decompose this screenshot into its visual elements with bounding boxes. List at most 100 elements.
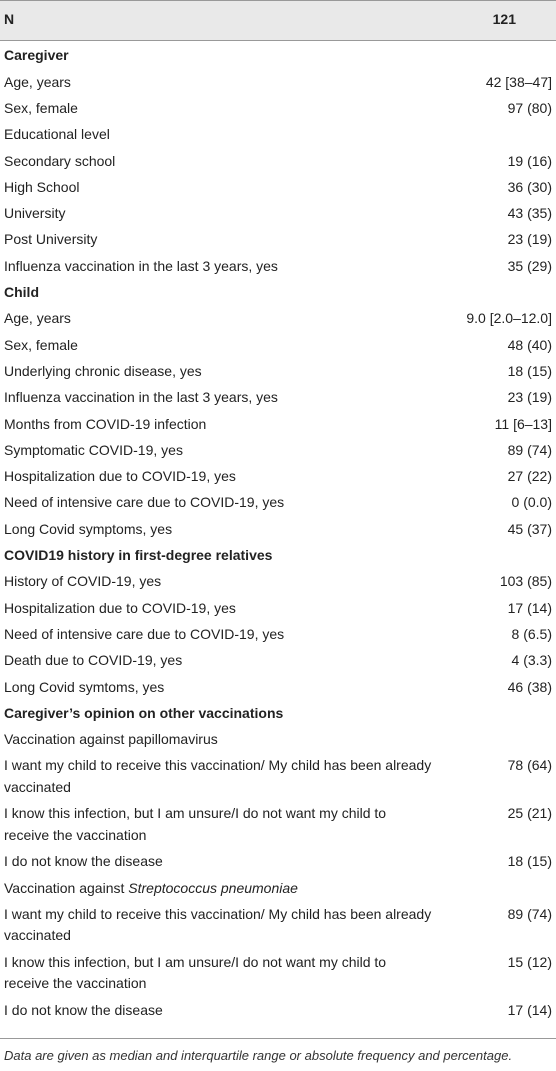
header-row: N 121 xyxy=(0,8,556,32)
table-row: Need of intensive care due to COVID-19, … xyxy=(0,622,556,648)
table-row: Underlying chronic disease, yes 18 (15) xyxy=(0,359,556,385)
row-value: 89 (74) xyxy=(507,905,552,922)
row-label: Symptomatic COVID-19, yes xyxy=(4,441,183,458)
row-value: 15 (12) xyxy=(507,953,552,970)
row-label: Age, years xyxy=(4,73,71,90)
section-title: COVID19 history in first-degree relative… xyxy=(4,547,273,564)
table-row: Age, years 9.0 [2.0–12.0] xyxy=(0,306,556,332)
row-label: I want my child to receive this vaccinat… xyxy=(4,757,432,795)
table-footnote: Data are given as median and interquarti… xyxy=(4,1048,513,1063)
header-rule xyxy=(0,40,556,41)
table-row: History of COVID-19, yes 103 (85) xyxy=(0,569,556,595)
table-row: Death due to COVID-19, yes 4 (3.3) xyxy=(0,648,556,674)
row-label: History of COVID-19, yes xyxy=(4,573,162,590)
row-label: I do not know the disease xyxy=(4,1002,163,1019)
table-row: I want my child to receive this vaccinat… xyxy=(0,753,556,801)
table-row: Sex, female 97 (80) xyxy=(0,96,556,122)
table-row: Influenza vaccination in the last 3 year… xyxy=(0,253,556,279)
row-label: Underlying chronic disease, yes xyxy=(4,362,202,379)
section-header-row: Child xyxy=(0,280,556,306)
row-label: Hospitalization due to COVID-19, yes xyxy=(4,599,236,616)
table-row: Long Covid symtoms, yes 46 (38) xyxy=(0,674,556,700)
row-label: Age, years xyxy=(4,310,71,327)
table-row: I want my child to receive this vaccinat… xyxy=(0,902,556,950)
row-label: Hospitalization due to COVID-19, yes xyxy=(4,468,236,485)
table-row: Vaccination against Streptococcus pneumo… xyxy=(0,875,556,901)
table-row: Need of intensive care due to COVID-19, … xyxy=(0,490,556,516)
row-value: 27 (22) xyxy=(507,468,552,485)
table-row: High School 36 (30) xyxy=(0,175,556,201)
row-value: 11 [6–13] xyxy=(494,415,552,432)
row-value: 97 (80) xyxy=(507,99,552,116)
table-row: Hospitalization due to COVID-19, yes 27 (… xyxy=(0,464,556,490)
row-label: I know this infection, but I am unsure/I… xyxy=(4,805,387,843)
row-label: Long Covid symtoms, yes xyxy=(4,678,165,695)
section-header-row: Caregiver xyxy=(0,43,556,69)
row-value: 17 (14) xyxy=(507,599,552,616)
row-label: Months from COVID-19 infection xyxy=(4,415,207,432)
row-label: Influenza vaccination in the last 3 year… xyxy=(4,389,278,406)
row-value: 9.0 [2.0–12.0] xyxy=(466,310,552,327)
row-value: 42 [38–47] xyxy=(485,73,552,90)
row-value: 25 (21) xyxy=(507,805,552,822)
table-row: Influenza vaccination in the last 3 year… xyxy=(0,385,556,411)
section-header-row: COVID19 history in first-degree relative… xyxy=(0,543,556,569)
table-row: Hospitalization due to COVID-19, yes 17 (… xyxy=(0,595,556,621)
table-row: Sex, female 48 (40) xyxy=(0,332,556,358)
table-row: Long Covid symptoms, yes 45 (37) xyxy=(0,516,556,542)
row-value: 8 (6.5) xyxy=(511,625,552,642)
row-label: Secondary school xyxy=(4,152,116,169)
row-label: High School xyxy=(4,178,80,195)
row-value: 18 (15) xyxy=(507,853,552,870)
row-label: Death due to COVID-19, yes xyxy=(4,652,183,669)
row-label: Educational level xyxy=(4,126,110,143)
row-value: 43 (35) xyxy=(507,205,552,222)
bottom-rule xyxy=(0,1038,556,1039)
row-label: I do not know the disease xyxy=(4,853,163,870)
header-n-label: N xyxy=(4,11,15,28)
row-label: Sex, female xyxy=(4,99,78,116)
table-row: Vaccination against papillomavirus xyxy=(0,727,556,753)
header-n-value: 121 xyxy=(492,11,516,28)
row-value: 17 (14) xyxy=(507,1002,552,1019)
row-value: 35 (29) xyxy=(507,257,552,274)
row-value: 0 (0.0) xyxy=(511,494,552,511)
row-label: Need of intensive care due to COVID-19, … xyxy=(4,625,285,642)
row-value: 23 (19) xyxy=(507,389,552,406)
row-value: 18 (15) xyxy=(507,362,552,379)
row-label: Sex, female xyxy=(4,336,78,353)
row-value: 45 (37) xyxy=(507,520,552,537)
row-label: University xyxy=(4,205,66,222)
row-value: 89 (74) xyxy=(507,441,552,458)
row-value: 103 (85) xyxy=(499,573,552,590)
row-value: 23 (19) xyxy=(507,231,552,248)
table-row: I know this infection, but I am unsure/I… xyxy=(0,950,556,998)
row-value: 46 (38) xyxy=(507,678,552,695)
row-label: Post University xyxy=(4,231,98,248)
row-label: Vaccination against Streptococcus pneumo… xyxy=(4,878,434,900)
section-header-row: Caregiver’s opinion on other vaccination… xyxy=(0,701,556,727)
table-row: I know this infection, but I am unsure/I… xyxy=(0,801,556,849)
row-value: 78 (64) xyxy=(507,757,552,774)
table-row: I do not know the disease 17 (14) xyxy=(0,998,556,1024)
section-title: Caregiver xyxy=(4,47,69,64)
row-value: 48 (40) xyxy=(507,336,552,353)
row-label-italic: Streptococcus pneumoniae xyxy=(128,879,298,896)
section-title: Child xyxy=(4,284,39,301)
row-value: 19 (16) xyxy=(507,152,552,169)
table-row: I do not know the disease 18 (15) xyxy=(0,849,556,875)
table-row: Symptomatic COVID-19, yes 89 (74) xyxy=(0,438,556,464)
header-background xyxy=(0,0,556,40)
row-label: I know this infection, but I am unsure/I… xyxy=(4,953,387,992)
table-row: Age, years 42 [38–47] xyxy=(0,69,556,95)
table-row: Months from COVID-19 infection 11 [6–13] xyxy=(0,411,556,437)
table-row: Educational level xyxy=(0,122,556,148)
section-title: Caregiver’s opinion on other vaccination… xyxy=(4,704,284,721)
top-rule xyxy=(0,0,556,1)
row-value: 4 (3.3) xyxy=(511,652,552,669)
row-label: Influenza vaccination in the last 3 year… xyxy=(4,257,278,274)
row-label: Long Covid symptoms, yes xyxy=(4,520,173,537)
row-label: Vaccination against papillomavirus xyxy=(4,731,218,748)
row-label-prefix: Vaccination against xyxy=(4,879,129,896)
row-label: Need of intensive care due to COVID-19, … xyxy=(4,494,285,511)
